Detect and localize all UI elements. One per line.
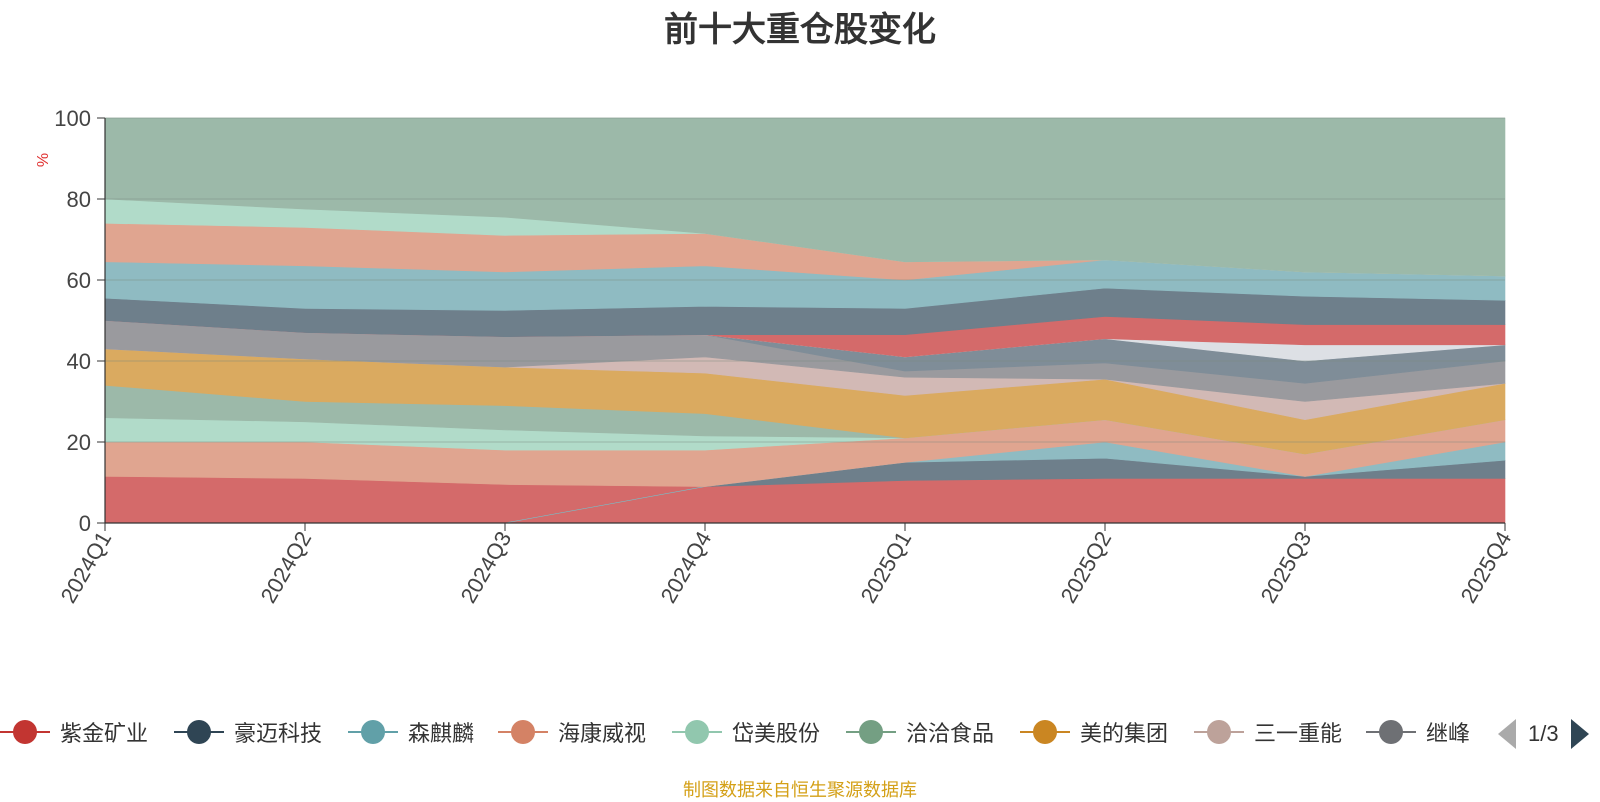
legend-label: 紫金矿业: [60, 721, 149, 746]
legend-item[interactable]: 豪迈科技: [174, 712, 322, 752]
x-tick-label: 2024Q3: [456, 527, 517, 607]
legend-swatch-icon: [1366, 717, 1416, 747]
data-source-note: 制图数据来自恒生聚源数据库: [683, 780, 917, 800]
legend-swatch-icon: [846, 717, 896, 747]
x-tick-label: 2025Q2: [1056, 527, 1117, 607]
legend-item[interactable]: 美的集团: [1020, 712, 1168, 752]
legend-item[interactable]: 紫金矿业: [0, 712, 148, 752]
y-tick-label: 0: [79, 511, 91, 536]
x-tick-label: 2025Q4: [1456, 527, 1517, 607]
legend-swatch-icon: [348, 717, 398, 747]
legend-label: 继峰: [1426, 721, 1471, 746]
chart-title: 前十大重仓股变化: [664, 11, 936, 49]
area-band-16: [104, 117, 1506, 277]
legend-swatch-icon: [1194, 717, 1244, 747]
legend-pager: 1/3: [1498, 716, 1589, 752]
gridlines: [105, 117, 1505, 443]
x-tick-label: 2024Q4: [656, 527, 717, 607]
area-band-2: [105, 441, 1506, 524]
legend: 紫金矿业 豪迈科技 森麒麟 海康威视 岱美股份 洽洽食品 美的集团 三一重能 继峰: [0, 712, 1480, 752]
legend-next-page-icon[interactable]: [1570, 719, 1589, 749]
legend-label: 岱美股份: [732, 721, 821, 746]
legend-swatch-icon: [672, 717, 722, 747]
x-tick-label: 2025Q1: [856, 527, 917, 607]
legend-page-indicator: 1/3: [1528, 721, 1559, 746]
legend-label: 森麒麟: [408, 721, 475, 746]
legend-label: 美的集团: [1080, 721, 1169, 746]
legend-prev-page-icon[interactable]: [1498, 719, 1516, 749]
y-tick-label: 100: [54, 106, 91, 131]
x-tick-label: 2024Q1: [56, 527, 117, 607]
legend-item[interactable]: 海康威视: [498, 712, 646, 752]
legend-item[interactable]: 森麒麟: [348, 712, 474, 752]
legend-label: 三一重能: [1254, 721, 1343, 746]
y-tick-label: 60: [67, 268, 91, 293]
area-bands: [104, 117, 1506, 524]
legend-swatch-icon: [1020, 717, 1070, 747]
y-tick-label: 20: [67, 430, 91, 455]
legend-label: 海康威视: [558, 721, 647, 746]
y-tick-label: 80: [67, 187, 91, 212]
x-tick-label: 2024Q2: [256, 527, 317, 607]
legend-item[interactable]: 洽洽食品: [846, 712, 994, 752]
legend-item[interactable]: 岱美股份: [672, 712, 820, 752]
legend-swatch-icon: [0, 717, 50, 747]
y-axis-unit: %: [35, 153, 52, 167]
legend-swatch-icon: [174, 717, 224, 747]
legend-label: 洽洽食品: [906, 721, 995, 746]
legend-item[interactable]: 三一重能: [1194, 712, 1342, 752]
legend-item[interactable]: 继峰: [1366, 712, 1470, 752]
x-tick-label: 2025Q3: [1256, 527, 1317, 607]
legend-swatch-icon: [498, 717, 548, 747]
legend-label: 豪迈科技: [234, 721, 323, 746]
y-tick-label: 40: [67, 349, 91, 374]
